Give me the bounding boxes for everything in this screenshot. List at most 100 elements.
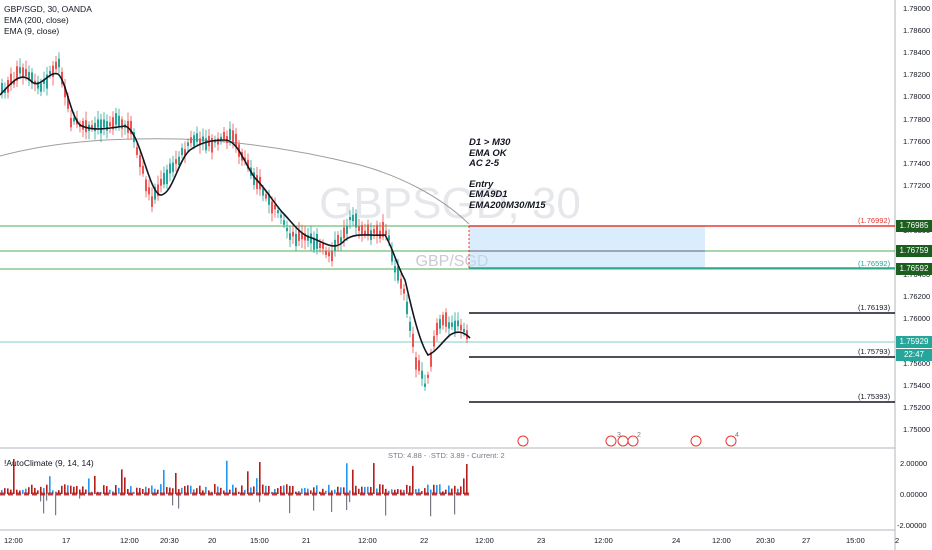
indicator-bar xyxy=(46,484,48,494)
indicator-bar xyxy=(43,487,45,494)
indicator-bar xyxy=(286,484,288,494)
price-tick: 1.77800 xyxy=(903,115,931,124)
candle-body xyxy=(55,61,57,70)
indicator-bar xyxy=(358,488,360,494)
candle-body xyxy=(424,383,426,387)
time-tick: 22 xyxy=(420,536,429,545)
indicator-bar xyxy=(130,486,132,494)
candle-body xyxy=(244,157,246,161)
candle-body xyxy=(361,224,363,235)
indicator-bar xyxy=(19,490,21,494)
indicator-bar xyxy=(28,487,30,494)
ema200-line xyxy=(0,138,470,225)
time-tick: 12:00 xyxy=(120,536,139,545)
indicator-bar xyxy=(238,491,240,494)
indicator-bar xyxy=(220,487,222,494)
indicator-bar xyxy=(385,488,387,494)
indicator-bar xyxy=(190,485,192,494)
signal-icon[interactable] xyxy=(517,435,529,447)
candle-body xyxy=(58,58,60,68)
candle-body xyxy=(349,216,351,221)
annotation-line: AC 2-5 xyxy=(469,158,500,169)
indicator-bar xyxy=(154,488,156,494)
indicator-bar xyxy=(289,494,291,514)
indicator-bar xyxy=(439,484,441,494)
signal-icon[interactable] xyxy=(627,435,639,447)
signal-icon[interactable] xyxy=(725,435,737,447)
indicator-bar xyxy=(418,488,420,494)
price-tick: 1.76000 xyxy=(903,314,931,323)
indicator-bar xyxy=(31,484,33,494)
indicator-bar xyxy=(235,487,237,494)
indicator-bar xyxy=(403,489,405,494)
indicator-bar xyxy=(346,494,348,511)
position-target-zone[interactable] xyxy=(469,226,705,268)
candle-body xyxy=(82,120,84,130)
indicator-bar xyxy=(40,486,42,494)
indicator-stats: STD: 4.88 - ·STD: 3.89 - Current: 2 xyxy=(388,451,505,460)
candle-body xyxy=(121,119,123,129)
indicator-bar xyxy=(325,490,327,494)
indicator-bar xyxy=(172,494,174,506)
indicator-bar xyxy=(283,485,285,494)
candle-body xyxy=(4,89,6,94)
signal-icon[interactable] xyxy=(690,435,702,447)
candle-body xyxy=(439,319,441,329)
candle-body xyxy=(13,80,15,85)
indicator-bar xyxy=(64,484,66,494)
legend-ema9[interactable]: EMA (9, close) xyxy=(4,26,60,36)
time-tick: 12:00 xyxy=(4,536,23,545)
candle-body xyxy=(331,250,333,262)
indicator-bar xyxy=(310,490,312,494)
trade-annotation[interactable]: D1 > M30 EMA OK AC 2-5 Entry EMA9D1 EMA2… xyxy=(469,137,546,211)
candle-body xyxy=(139,155,141,168)
indicator-bar xyxy=(115,485,117,494)
time-tick: 20:30 xyxy=(160,536,179,545)
indicator-bar xyxy=(298,490,300,494)
indicator-bar xyxy=(412,466,414,494)
indicator-bar xyxy=(247,471,249,494)
candle-body xyxy=(358,226,360,231)
indicator-bar xyxy=(433,484,435,494)
indicator-bar xyxy=(259,494,261,503)
candle-body xyxy=(460,324,462,331)
indicator-bar xyxy=(304,488,306,494)
candle-body xyxy=(1,83,3,93)
annotation-line: EMA9D1 xyxy=(469,189,508,200)
indicator-bar xyxy=(385,494,387,516)
signal-icon[interactable] xyxy=(605,435,617,447)
indicator-bar xyxy=(289,485,291,494)
candle-body xyxy=(148,187,150,195)
candle-body xyxy=(373,229,375,234)
candle-body xyxy=(142,165,144,174)
candle-body xyxy=(112,117,114,130)
legend-ema200[interactable]: EMA (200, close) xyxy=(4,15,69,25)
indicator-bar xyxy=(88,478,90,494)
price-label-current: 1.75929 xyxy=(896,336,932,348)
indicator-bar xyxy=(127,488,129,494)
time-tick: 12:00 xyxy=(594,536,613,545)
indicator-bar xyxy=(172,488,174,494)
indicator-bar xyxy=(79,494,81,499)
candle-body xyxy=(217,138,219,145)
indicator-bar xyxy=(79,489,81,494)
candle-body xyxy=(427,374,429,378)
indicator-bar xyxy=(349,494,351,503)
time-tick: 12:00 xyxy=(358,536,377,545)
legend-symbol[interactable]: GBP/SGD, 30, OANDA xyxy=(4,4,92,14)
candle-body xyxy=(328,252,330,257)
candle-body xyxy=(163,172,165,185)
indicator-bar xyxy=(454,494,456,515)
candle-body xyxy=(448,322,450,329)
candle-body xyxy=(292,231,294,237)
candle-body xyxy=(346,226,348,234)
signal-markers[interactable] xyxy=(517,435,737,447)
indicator-bar xyxy=(454,485,456,494)
candle-body xyxy=(34,80,36,85)
candle-body xyxy=(157,184,159,197)
indicator-title[interactable]: !AutoClimate (9, 14, 14) xyxy=(4,458,94,468)
candle-body xyxy=(73,117,75,122)
indicator-bar xyxy=(274,488,276,494)
